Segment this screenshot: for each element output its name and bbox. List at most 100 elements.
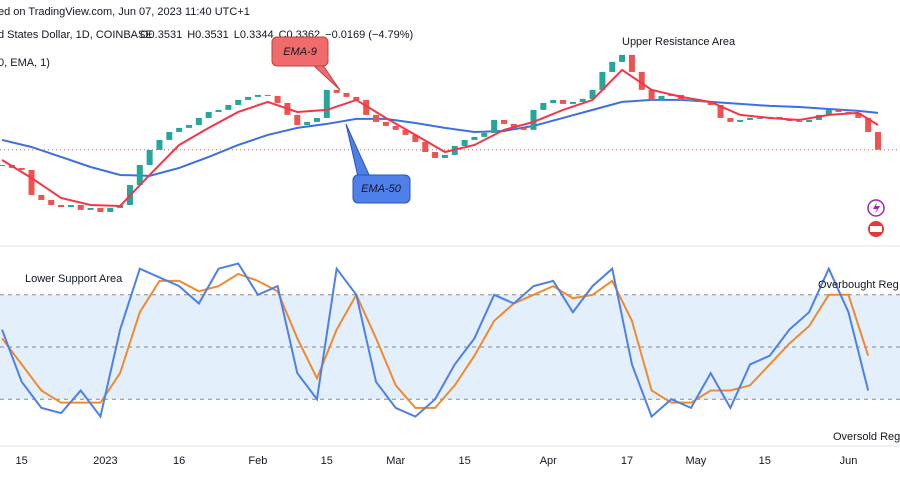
oscillator-line — [1, 272, 870, 409]
candle — [845, 111, 852, 113]
candle — [569, 101, 576, 104]
x-tick-label: Feb — [248, 455, 267, 467]
candle — [628, 54, 635, 72]
x-tick-label: Apr — [540, 455, 557, 467]
candle — [550, 99, 557, 103]
candle — [727, 117, 734, 122]
candle — [97, 207, 104, 213]
ema50-callout: EMA-50 — [345, 123, 411, 204]
annotation: Lower Support Area — [25, 273, 123, 285]
annotation: Oversold Reg — [833, 431, 900, 443]
candle — [136, 164, 143, 185]
candle — [589, 89, 596, 99]
candle — [619, 54, 626, 62]
candle — [0, 164, 5, 166]
candle — [304, 121, 311, 125]
candle — [471, 136, 478, 140]
ema50-label: EMA-50 — [361, 183, 402, 195]
candle — [609, 61, 616, 72]
candle — [313, 117, 320, 122]
candle — [756, 117, 763, 119]
x-tick-label: 15 — [458, 455, 470, 467]
candle — [510, 123, 517, 128]
x-tick-label: 2023 — [93, 455, 117, 467]
candle — [323, 89, 330, 118]
candle — [747, 117, 754, 120]
candle — [38, 194, 45, 200]
candle — [796, 120, 803, 122]
candle — [579, 98, 586, 102]
candle — [865, 117, 872, 132]
indicator: 0, EMA, 1) — [0, 57, 50, 69]
candle — [195, 117, 202, 125]
side-icons — [867, 199, 885, 237]
candle — [294, 114, 301, 125]
candle — [215, 109, 222, 112]
candle — [146, 149, 153, 165]
candle — [707, 101, 714, 105]
candle — [343, 92, 350, 97]
candle — [875, 131, 881, 150]
candle — [264, 94, 271, 96]
candle — [107, 207, 114, 213]
candle — [186, 124, 193, 128]
candle — [58, 205, 65, 207]
ema9-label: EMA-9 — [283, 46, 317, 58]
candle — [855, 112, 862, 118]
candle — [835, 109, 842, 112]
x-tick-label: 16 — [173, 455, 185, 467]
candle — [235, 99, 242, 105]
candle — [687, 99, 694, 101]
candle — [717, 104, 724, 118]
candle — [500, 119, 507, 124]
ohlc-value: H0.3531 — [187, 29, 229, 41]
candle — [737, 119, 744, 122]
x-tick-label: 17 — [621, 455, 633, 467]
ohlc-value: −0.0169 (−4.79%) — [325, 29, 413, 41]
candle — [156, 139, 163, 150]
candle — [333, 89, 340, 93]
x-tick-label: Jun — [840, 455, 858, 467]
candle — [422, 141, 429, 152]
candle — [254, 94, 261, 97]
candle — [432, 152, 439, 158]
candle — [77, 205, 84, 210]
candle — [205, 111, 212, 118]
candle — [540, 102, 547, 110]
candle — [520, 127, 527, 130]
candle — [806, 119, 813, 122]
candle — [166, 131, 173, 140]
ema-line — [1, 68, 879, 207]
candle — [28, 169, 35, 195]
candle — [825, 109, 832, 115]
annotation: Upper Resistance Area — [622, 36, 736, 48]
candle — [392, 125, 399, 130]
candle — [382, 121, 389, 126]
x-tick-label: 15 — [321, 455, 333, 467]
candle — [599, 71, 606, 90]
candle — [638, 71, 645, 90]
candle — [353, 96, 360, 100]
published: ed on TradingView.com, Jun 07, 2023 11:4… — [0, 6, 250, 18]
candle — [402, 129, 409, 135]
x-tick-label: May — [686, 455, 707, 467]
candle — [461, 139, 468, 146]
candle — [658, 95, 665, 100]
candle — [18, 167, 25, 170]
x-tick-label: Mar — [386, 455, 405, 467]
candle — [481, 132, 488, 137]
candle — [441, 154, 448, 158]
ema9-callout: EMA-9 — [271, 36, 341, 91]
candle — [225, 104, 232, 110]
candle — [67, 205, 74, 207]
candle — [245, 96, 252, 100]
candle — [48, 199, 55, 206]
candle — [530, 109, 537, 130]
ohlc-value: O0.3531 — [140, 29, 182, 41]
candle — [491, 119, 498, 133]
symbol: d States Dollar, 1D, COINBASE — [0, 29, 153, 41]
candle — [412, 134, 419, 142]
candle — [87, 207, 94, 210]
